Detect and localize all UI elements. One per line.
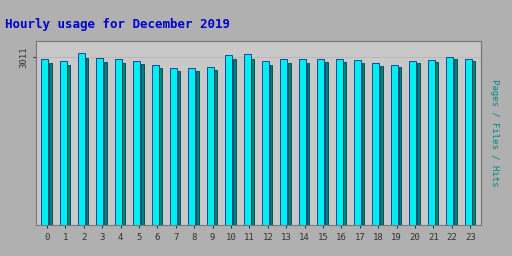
Bar [170,68,177,225]
Bar [188,68,196,225]
Bar [317,59,324,225]
Bar [391,65,398,225]
Bar [78,53,85,225]
Bar [362,63,365,225]
Bar [373,63,379,225]
Bar [233,59,236,225]
Bar [288,63,291,225]
Bar [133,61,140,225]
Bar [178,71,180,225]
Bar [281,59,287,225]
Bar [398,67,401,225]
Bar [454,59,457,225]
Bar [472,61,475,225]
Bar [307,63,309,225]
Bar [115,59,122,225]
Bar [435,62,438,225]
Bar [86,58,89,225]
Bar [49,63,52,225]
Bar [336,59,343,225]
Bar [262,61,269,225]
Bar [325,62,328,225]
Bar [251,59,254,225]
Bar [122,63,125,225]
Bar [225,55,232,225]
Bar [152,65,159,225]
Bar [446,57,453,225]
Bar [215,70,217,225]
Bar [96,58,103,225]
Bar [299,59,306,225]
Bar [380,66,383,225]
Bar [409,61,416,225]
Bar [159,68,162,225]
Bar [354,60,361,225]
Bar [464,59,472,225]
Bar [270,65,272,225]
Bar [428,60,435,225]
Bar [207,67,214,225]
Bar [344,62,346,225]
Text: Hourly usage for December 2019: Hourly usage for December 2019 [5,18,230,31]
Bar [417,63,420,225]
Bar [104,62,107,225]
Bar [67,65,70,225]
Bar [244,54,251,225]
Bar [141,65,143,225]
Bar [41,59,48,225]
Bar [196,71,199,225]
Bar [59,60,67,225]
Y-axis label: Pages / Files / Hits: Pages / Files / Hits [489,79,499,187]
